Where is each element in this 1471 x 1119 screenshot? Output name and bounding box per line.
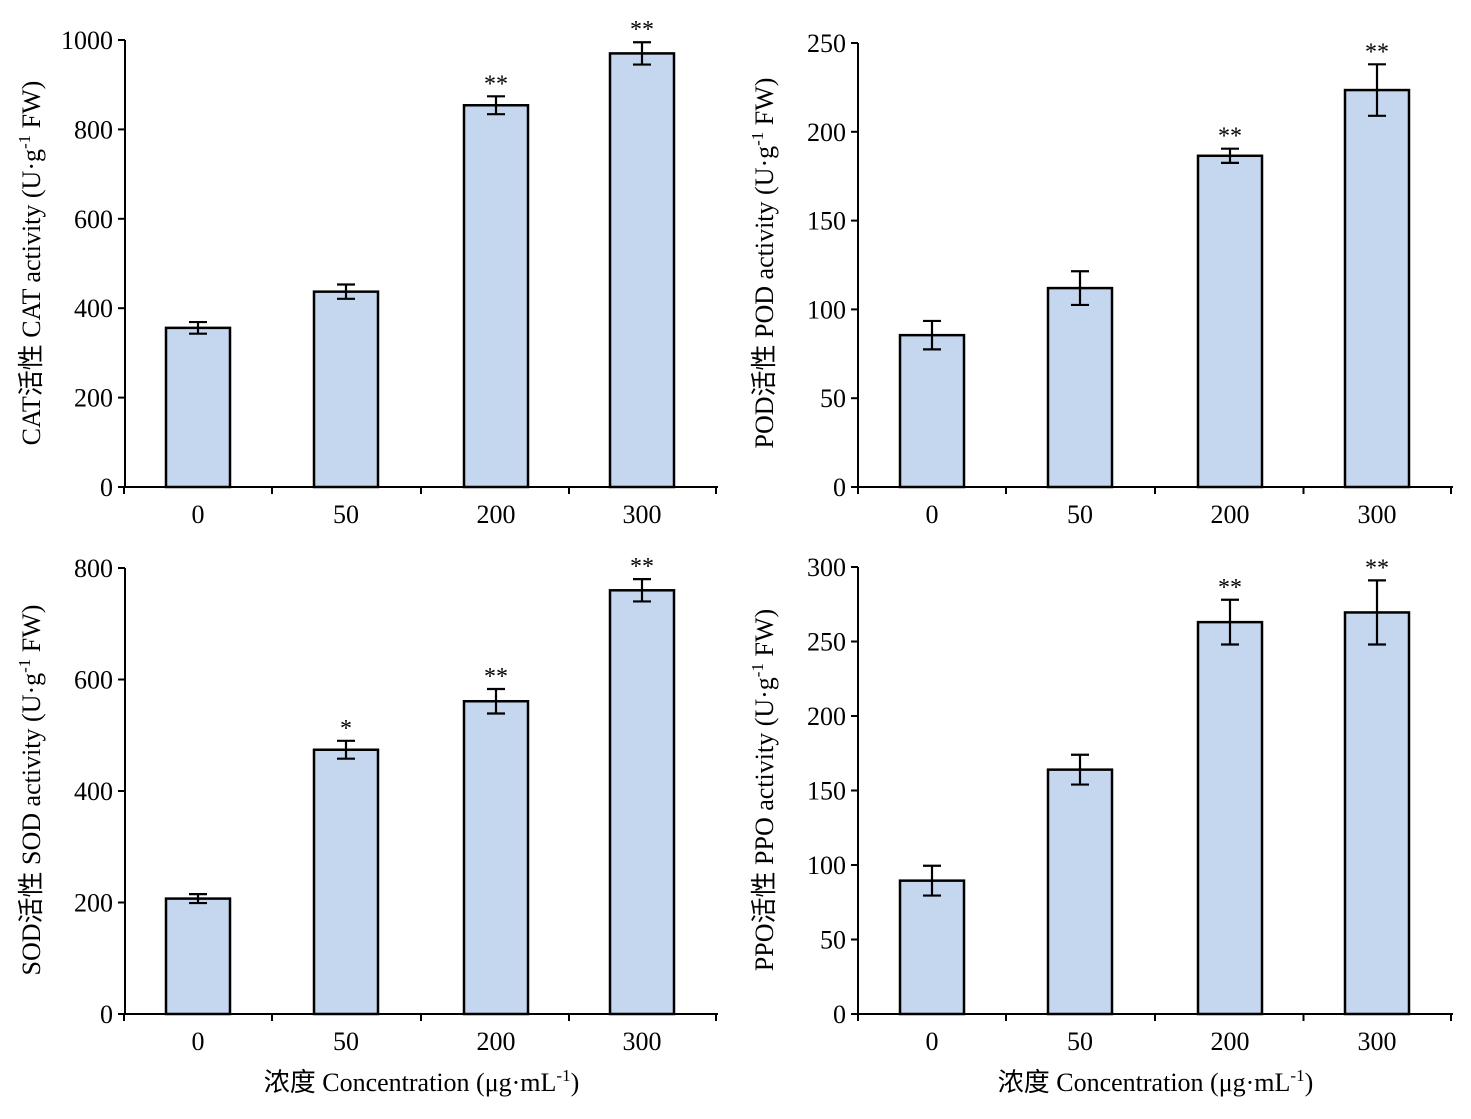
chart-panel-1: ** ** 0 200 400 600 800 1000 0 50 200 300 CAT活性 CAT …: [15, 17, 718, 529]
y-axis-label: PPO活性 PPO activity (U·g-1 FW): [748, 609, 779, 971]
x-tick-label: 200: [1211, 500, 1250, 529]
x-tick-label: 200: [477, 500, 516, 529]
x-tick-label: 0: [192, 500, 205, 529]
y-tick-label: 1000: [61, 26, 113, 55]
significance-label: **: [1218, 575, 1242, 601]
bar: [898, 879, 966, 1016]
significance-label: **: [484, 71, 508, 97]
x-axis-label-end: ): [1305, 1068, 1314, 1097]
y-axis-label-superscript: -1: [748, 663, 767, 677]
x-tick-label: 200: [1211, 1027, 1250, 1056]
y-tick-label: 200: [807, 118, 846, 147]
y-axis-label-superscript: -1: [15, 135, 34, 149]
x-tick-label: 50: [1067, 1027, 1093, 1056]
x-tick-label: 300: [623, 1027, 662, 1056]
y-axis-label-main: SOD活性 SOD activity (U·g: [17, 673, 46, 976]
y-axis-label-end: FW): [17, 81, 46, 135]
x-axis-label: 浓度 Concentration (μg·mL-1): [264, 1066, 580, 1097]
x-tick-label: 0: [192, 1027, 205, 1056]
y-axis-label-main: POD活性 POD activity (U·g: [750, 146, 779, 449]
y-axis-label: CAT活性 CAT activity (U·g-1 FW): [15, 81, 46, 446]
bar: [1196, 620, 1264, 1016]
y-axis-label-main: PPO活性 PPO activity (U·g: [750, 677, 779, 971]
y-tick-label: 600: [74, 666, 113, 695]
y-axis-label-end: FW): [750, 609, 779, 663]
y-axis-label-end: FW): [17, 605, 46, 659]
x-axis-label-end: ): [571, 1068, 580, 1097]
y-tick-label: 250: [807, 29, 846, 58]
x-tick-label: 50: [333, 500, 359, 529]
chart-panel-2: ** ** 0 50 100 150 200 250 0 50 200 300 POD活性 POD ac…: [748, 29, 1453, 529]
bar: [164, 326, 232, 489]
significance-label: **: [630, 17, 654, 43]
bar: [312, 748, 380, 1016]
y-tick-label: 800: [74, 554, 113, 583]
significance-label: **: [1218, 124, 1242, 150]
x-tick-label: 300: [1358, 1027, 1397, 1056]
significance-label: *: [340, 716, 352, 742]
y-tick-label: 400: [74, 777, 113, 806]
y-axis-label-superscript: -1: [15, 659, 34, 673]
y-tick-label: 150: [807, 207, 846, 236]
bar: [462, 699, 530, 1016]
significance-label: **: [484, 664, 508, 690]
x-axis-label-main: 浓度 Concentration (μg·mL: [264, 1068, 557, 1097]
bar: [1046, 768, 1114, 1016]
y-tick-label: 600: [74, 205, 113, 234]
x-axis-label-superscript: -1: [1290, 1066, 1304, 1085]
x-axis-label: 浓度 Concentration (μg·mL-1): [998, 1066, 1314, 1097]
bar: [312, 290, 380, 489]
y-tick-label: 0: [833, 473, 846, 502]
y-tick-label: 0: [833, 1000, 846, 1029]
bar: [1046, 286, 1114, 489]
y-tick-label: 300: [807, 553, 846, 582]
bar: [1196, 154, 1264, 489]
x-tick-label: 50: [333, 1027, 359, 1056]
significance-label: **: [1365, 39, 1389, 65]
y-tick-label: 250: [807, 628, 846, 657]
x-axis-label-main: 浓度 Concentration (μg·mL: [998, 1068, 1291, 1097]
y-tick-label: 200: [74, 384, 113, 413]
y-tick-label: 0: [100, 473, 113, 502]
bar: [608, 589, 676, 1016]
bar: [1343, 88, 1411, 489]
y-tick-label: 100: [807, 851, 846, 880]
bar: [462, 104, 530, 489]
y-tick-label: 50: [820, 384, 846, 413]
chart-panel-4: ** ** 0 50 100 150 200 250 300 0 50 200 300 PPO活性 PPO…: [748, 553, 1453, 1097]
x-tick-label: 0: [926, 1027, 939, 1056]
bar: [1343, 611, 1411, 1016]
y-axis-label-superscript: -1: [748, 132, 767, 146]
y-tick-label: 400: [74, 294, 113, 323]
y-axis-label-end: FW): [750, 78, 779, 132]
y-tick-label: 150: [807, 777, 846, 806]
y-axis-label-main: CAT活性 CAT activity (U·g: [17, 149, 46, 445]
y-tick-label: 200: [807, 702, 846, 731]
y-tick-label: 200: [74, 889, 113, 918]
y-tick-label: 0: [100, 1000, 113, 1029]
x-tick-label: 0: [926, 500, 939, 529]
y-tick-label: 100: [807, 295, 846, 324]
y-axis-label: POD活性 POD activity (U·g-1 FW): [748, 78, 779, 449]
x-axis-label-superscript: -1: [556, 1066, 570, 1085]
x-tick-label: 300: [623, 500, 662, 529]
x-tick-label: 200: [477, 1027, 516, 1056]
y-tick-label: 50: [820, 926, 846, 955]
significance-label: **: [630, 554, 654, 580]
significance-label: **: [1365, 555, 1389, 581]
y-tick-label: 800: [74, 115, 113, 144]
bar: [164, 897, 232, 1016]
x-tick-label: 50: [1067, 500, 1093, 529]
bar: [608, 52, 676, 489]
bar: [898, 333, 966, 489]
y-axis-label: SOD活性 SOD activity (U·g-1 FW): [15, 605, 46, 976]
x-tick-label: 300: [1358, 500, 1397, 529]
